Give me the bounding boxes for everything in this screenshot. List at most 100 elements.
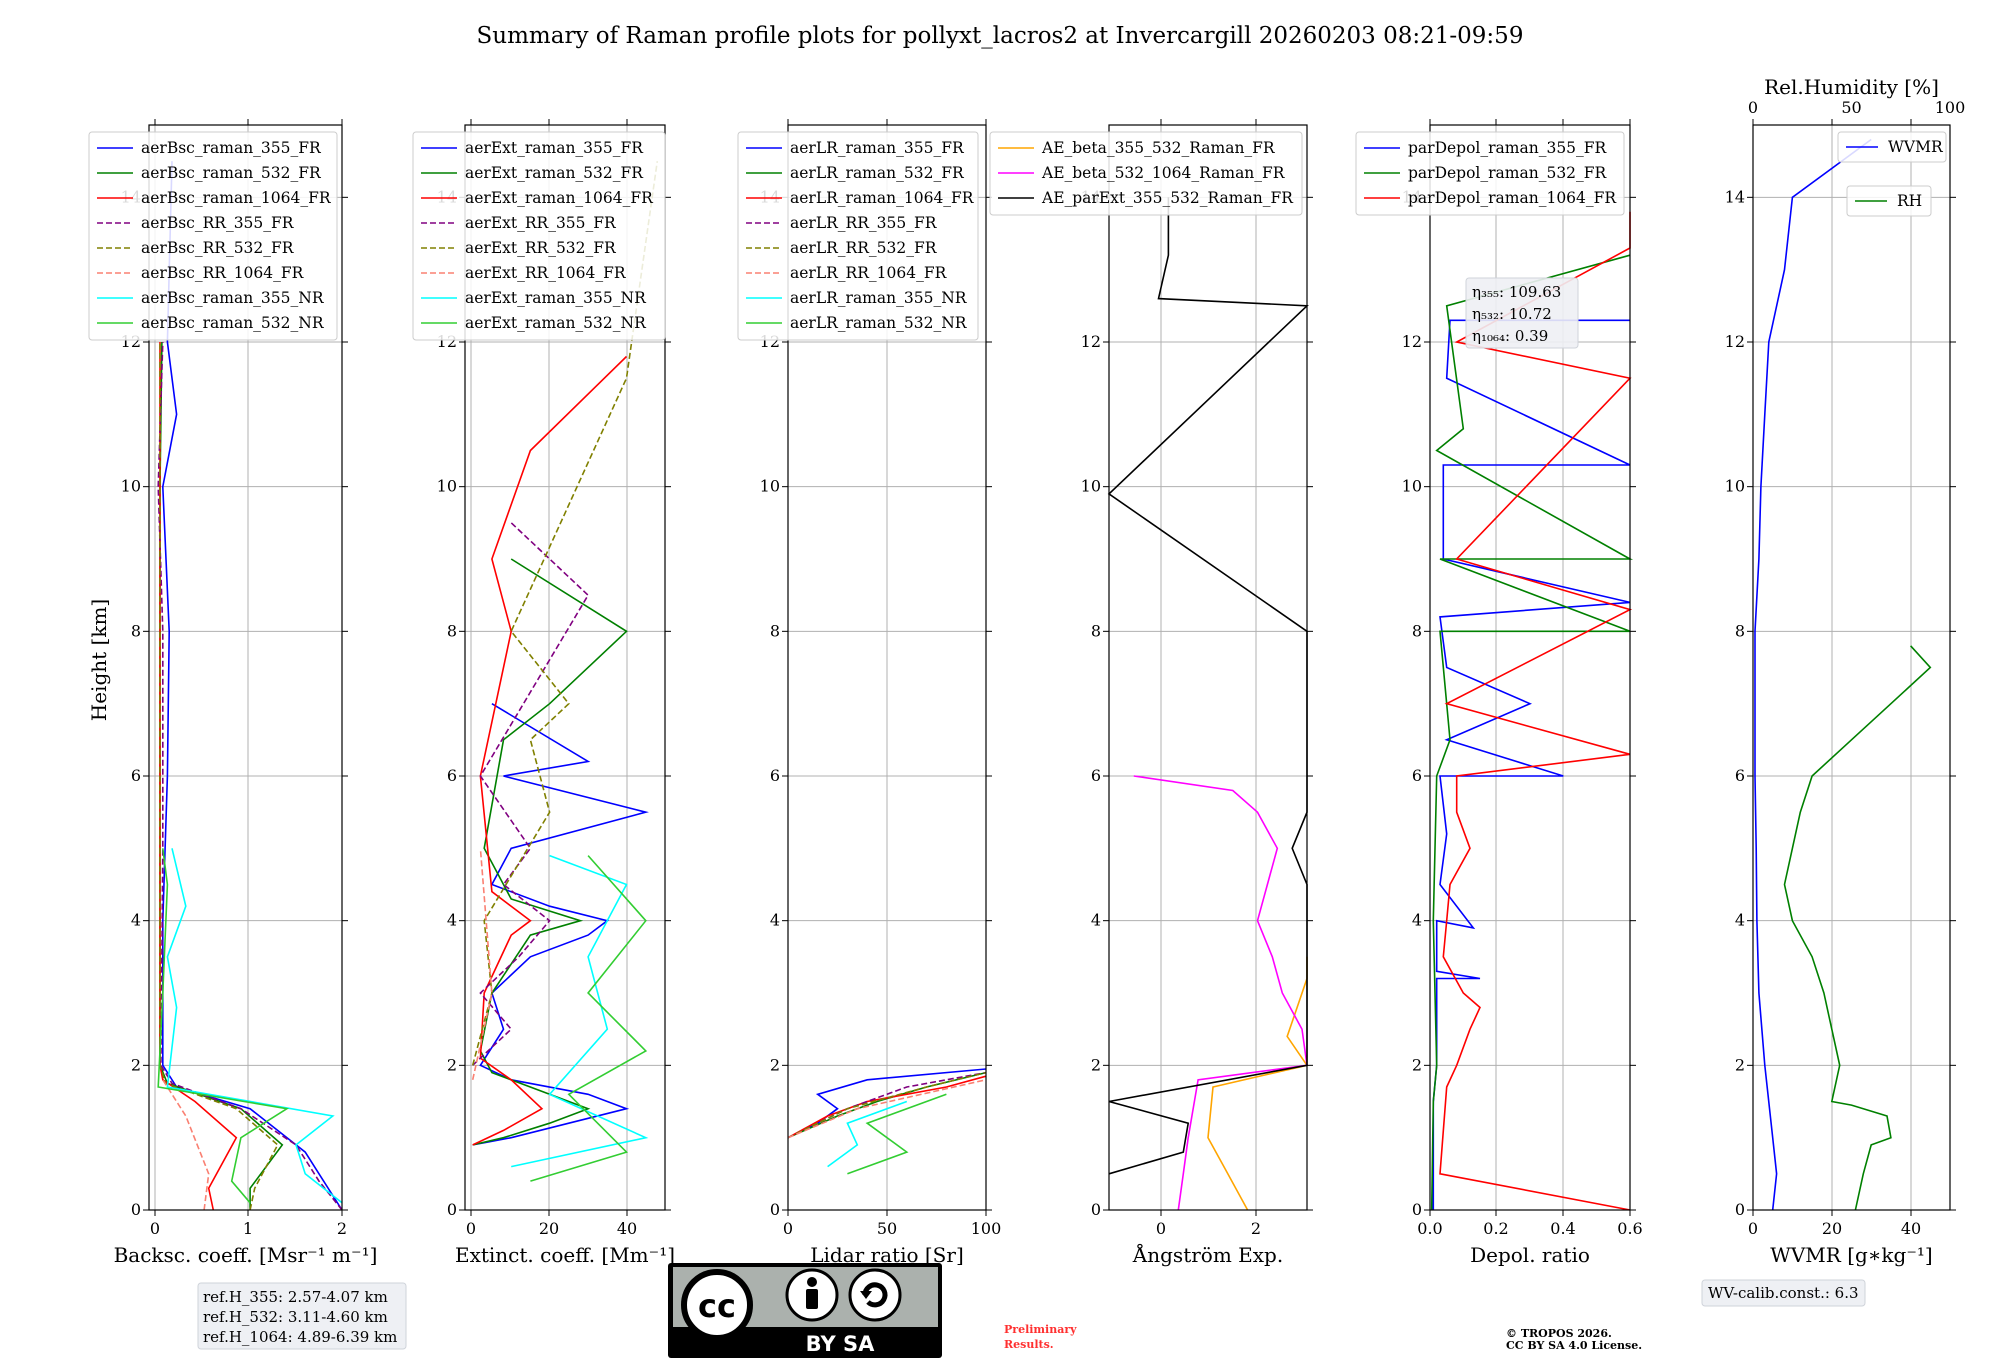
legend-label: parDepol_raman_1064_FR [1408,189,1617,207]
legend-label: aerExt_raman_532_NR [465,314,647,332]
legend-label: aerLR_raman_355_NR [790,289,968,307]
series-parDepol_raman_1064_FR [1439,211,1633,1211]
legend-label: aerLR_raman_532_FR [790,164,965,182]
svg-text:cc: cc [698,1287,736,1325]
figure-title: Summary of Raman profile plots for polly… [477,23,1524,49]
x-axis-label: Backsc. coeff. [Msr⁻¹ m⁻¹] [114,1243,378,1267]
x-tick-label: 0 [466,1219,476,1238]
axes-frame [1752,124,1951,1211]
x-axis-label: Ångström Exp. [1132,1242,1283,1267]
y-tick-label: 0 [447,1200,457,1219]
legend-box [412,131,666,341]
y-tick-label: 8 [447,621,457,640]
eta-value: η₅₃₂: 10.72 [1472,305,1552,323]
series-WVMR [1754,138,1872,1211]
share-alike-icon [848,1268,902,1322]
series-AE_beta_532_1064_Raman_FR [1133,775,1308,1211]
series-aerLR_RR_1064_FR [787,1079,987,1139]
cc-icon [681,1269,753,1341]
legend-label: aerLR_raman_532_NR [790,314,968,332]
legend-label: aerBsc_RR_1064_FR [141,264,305,282]
legend-label: aerLR_RR_355_FR [790,214,938,232]
series-parDepol_raman_532_FR [1430,254,1634,1211]
series-aerLR_raman_1064_FR [787,1075,987,1139]
legend-label: aerExt_RR_532_FR [465,239,617,257]
x-tick-label: 0 [783,1219,793,1238]
y-tick-label: 12 [1402,332,1422,351]
legend-label: aerExt_RR_355_FR [465,214,617,232]
y-tick-label: 8 [770,621,780,640]
legend-box [989,131,1303,216]
y-tick-label: 0 [770,1200,780,1219]
x-axis-label: Extinct. coeff. [Mm⁻¹] [455,1243,675,1267]
legend-label: aerBsc_raman_355_FR [141,139,322,157]
series-aerExt_raman_355_NR [511,854,649,1168]
x-tick-label: 1 [243,1219,253,1238]
top-x-axis-label: Rel.Humidity [%] [1764,75,1939,99]
top-x-tick-label: 0 [1748,98,1758,117]
wv-calib-text: WV-calib.const.: 6.3 [1708,1284,1859,1302]
y-tick-label: 14 [1725,187,1745,206]
legend-label: aerExt_RR_1064_FR [465,264,627,282]
x-tick-label: 100 [971,1219,1002,1238]
x-axis-label: Depol. ratio [1470,1243,1590,1267]
y-tick-label: 4 [770,911,780,930]
copyright-line1: © TROPOS 2026. [1506,1327,1612,1340]
ref-heights-box: ref.H_355: 2.57-4.07 km ref.H_532: 3.11-… [197,1282,407,1350]
series-aerExt_raman_1064_FR [472,355,628,1146]
series-aerLR_raman_532_NR [847,1093,947,1175]
x-tick-label: 0.6 [1617,1219,1642,1238]
eta-box-frame [1465,277,1579,349]
legend-box [88,131,338,341]
ref-height-355: ref.H_355: 2.57-4.07 km [203,1288,388,1306]
legend-label: parDepol_raman_355_FR [1408,139,1608,157]
y-tick-label: 6 [1735,766,1745,785]
top-x-tick-label: 100 [1935,98,1966,117]
y-tick-label: 10 [760,477,780,496]
axes-frame [1108,124,1308,1211]
y-tick-label: 8 [1735,621,1745,640]
legend: WVMR RH [1837,131,1947,217]
x-tick-label: 0.0 [1417,1219,1442,1238]
panel-6: 0 2 4 6 8 10 12 14 0 20 40 WVMR [g∗kg⁻¹] 0 50 100Rel.H… [1725,75,1966,1267]
y-tick-label: 0 [1091,1200,1101,1219]
y-tick-label: 0 [1735,1200,1745,1219]
preliminary-line1: Preliminary [1004,1323,1077,1336]
eta-box: η₃₅₅: 109.63 η₅₃₂: 10.72 η₁₀₆₄: 0.39 [1465,277,1579,349]
legend-label: aerBsc_raman_532_NR [141,314,325,332]
x-tick-label: 2 [337,1219,347,1238]
axes-frame [148,124,343,1211]
series-aerBsc_raman_355_FR [161,161,343,1211]
y-tick-label: 4 [447,911,457,930]
legend-label: parDepol_raman_532_FR [1408,164,1608,182]
legend-label: aerBsc_RR_355_FR [141,214,295,232]
y-tick-label: 8 [131,621,141,640]
x-tick-label: 20 [539,1219,559,1238]
y-tick-label: 2 [131,1055,141,1074]
y-tick-label: 6 [1412,766,1422,785]
legend-box [737,131,979,341]
series-aerBsc_raman_532_NR [157,848,290,1204]
legend-label: AE_parExt_355_532_Raman_FR [1041,189,1294,207]
legend-label: aerLR_raman_355_FR [790,139,965,157]
x-tick-label: 0 [150,1219,160,1238]
panel-3: 02468101214050100Lidar ratio [Sr]aerLR_r… [737,119,1002,1267]
y-tick-label: 10 [1402,477,1422,496]
y-tick-label: 2 [770,1055,780,1074]
wv-calib-box: WV-calib.const.: 6.3 [1701,1279,1866,1307]
legend-label: RH [1897,192,1922,210]
y-tick-label: 8 [1412,621,1422,640]
series-aerLR_raman_355_NR [827,1100,908,1168]
series-aerExt_raman_532_FR [472,558,628,1146]
y-tick-label: 6 [131,766,141,785]
y-tick-label: 4 [1412,911,1422,930]
cc-license-logo: cc BY SA [668,1263,942,1358]
y-tick-label: 2 [447,1055,457,1074]
legend-label: AE_beta_532_1064_Raman_FR [1041,164,1286,182]
panel-2: 0246810121402040Extinct. coeff. [Mm⁻¹]ae… [412,119,675,1267]
eta-value: η₁₀₆₄: 0.39 [1472,327,1548,345]
preliminary-line2: Results. [1004,1338,1054,1351]
legend: AE_beta_355_532_Raman_FR AE_beta_532_1064… [989,131,1303,216]
y-tick-label: 2 [1412,1055,1422,1074]
